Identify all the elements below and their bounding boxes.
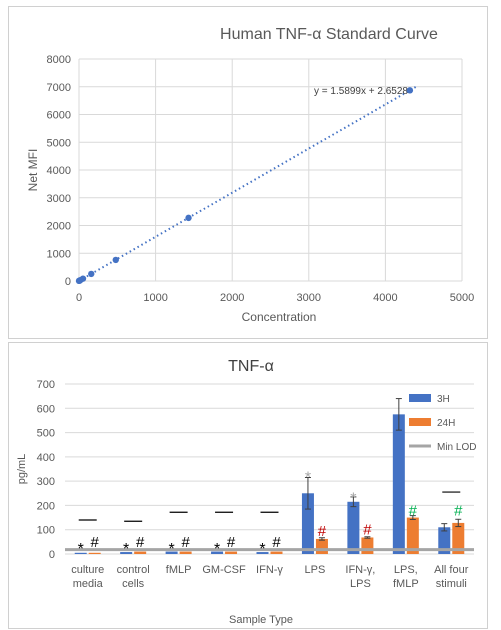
data-point (406, 87, 414, 94)
y-tick-label: 700 (37, 379, 55, 391)
significance-hash: # (227, 534, 236, 551)
category-label: fMLP (166, 564, 192, 576)
significance-asterisk: * (214, 541, 220, 558)
category-label: IFN-γ (256, 564, 283, 576)
significance-asterisk: * (305, 470, 311, 487)
bar-3h (211, 551, 224, 554)
significance-hash: # (91, 534, 100, 551)
y-tick-label: 0 (65, 276, 71, 288)
bar-3h (74, 552, 87, 554)
significance-hash: # (318, 523, 327, 540)
category-label: LPS (305, 564, 326, 576)
x-tick-label: 0 (76, 292, 82, 304)
significance-asterisk: * (259, 541, 265, 558)
data-point (88, 270, 95, 278)
bar-3h (438, 527, 451, 554)
y-tick-label: 600 (37, 403, 55, 415)
y-tick-label: 3000 (47, 193, 71, 205)
significance-hash: # (181, 534, 190, 551)
category-label: fMLP (393, 578, 419, 590)
y-tick-label: 6000 (47, 110, 71, 122)
chart-title: TNF-α (228, 358, 274, 375)
x-axis-label: Concentration (242, 310, 317, 324)
y-tick-label: 5000 (47, 137, 71, 149)
trendline (78, 85, 417, 282)
bar-24h (406, 517, 419, 554)
category-label: LPS (350, 578, 371, 590)
category-label: control (117, 564, 150, 576)
bar-3h (165, 551, 178, 554)
y-tick-label: 300 (37, 476, 55, 488)
bar-24h (361, 537, 374, 554)
bar-3h (256, 552, 269, 554)
category-label: cells (122, 578, 145, 590)
bar-3h (301, 493, 314, 554)
legend-label: 24H (437, 418, 455, 429)
chart-title: Human TNF-α Standard Curve (220, 26, 438, 43)
significance-hash: # (454, 502, 463, 519)
x-tick-label: 5000 (450, 292, 474, 304)
legend-swatch-3h (409, 394, 431, 402)
y-tick-label: 1000 (47, 248, 71, 260)
y-tick-label: 4000 (47, 165, 71, 177)
standard-curve-panel: Human TNF-α Standard Curve 0 1000 2000 3000 4… (8, 6, 488, 339)
bar-24h (134, 551, 147, 554)
trendline-equation: y = 1.5899x + 2.6528 (314, 86, 408, 97)
tnf-bar-chart: TNF-α 0 100 200 300 400 500 600 700 pg/mL Sample T… (16, 358, 476, 626)
significance-asterisk: * (78, 541, 84, 558)
category-label: GM-CSF (202, 564, 246, 576)
significance-asterisk: * (123, 541, 129, 558)
y-axis-label: Net MFI (26, 149, 40, 192)
bar-24h (452, 522, 465, 554)
y-tick-label: 2000 (47, 221, 71, 233)
standard-curve-chart: Human TNF-α Standard Curve 0 1000 2000 3000 4… (26, 26, 474, 324)
significance-hash: # (272, 534, 281, 551)
bar-3h (392, 414, 405, 554)
category-label: All four (434, 564, 469, 576)
x-tick-label: 4000 (373, 292, 397, 304)
x-tick-label: 2000 (220, 292, 244, 304)
significance-asterisk: * (350, 490, 356, 507)
significance-hash: # (409, 502, 418, 519)
significance-hash: # (136, 534, 145, 551)
bar-3h (347, 501, 360, 554)
category-label: LPS, (394, 564, 418, 576)
bar-24h (315, 538, 328, 554)
category-label: stimuli (436, 578, 467, 590)
significance-asterisk: * (168, 541, 174, 558)
y-tick-label: 200 (37, 500, 55, 512)
tnf-bar-panel: TNF-α 0 100 200 300 400 500 600 700 pg/mL Sample T… (8, 342, 488, 629)
category-label: culture (71, 564, 104, 576)
y-tick-label: 500 (37, 428, 55, 440)
y-tick-label: 0 (49, 549, 55, 561)
y-tick-label: 400 (37, 452, 55, 464)
legend-label: Min LOD (437, 442, 476, 453)
data-point (185, 214, 192, 222)
data-point (79, 275, 87, 282)
x-axis-label: Sample Type (229, 614, 293, 626)
y-tick-label: 8000 (47, 54, 71, 66)
x-tick-label: 3000 (297, 292, 321, 304)
bar-24h (179, 551, 192, 554)
category-label: IFN-γ, (345, 564, 375, 576)
y-tick-label: 7000 (47, 82, 71, 94)
y-axis-label: pg/mL (16, 454, 28, 485)
bar-24h (88, 552, 101, 554)
legend-label: 3H (437, 394, 450, 405)
significance-hash: # (363, 522, 372, 539)
legend-swatch-24h (409, 418, 431, 426)
bar-24h (225, 551, 238, 554)
data-point (112, 256, 119, 264)
bar-3h (120, 552, 133, 554)
x-tick-label: 1000 (143, 292, 167, 304)
category-label: media (73, 578, 104, 590)
y-tick-label: 100 (37, 525, 55, 537)
bar-24h (270, 551, 283, 554)
